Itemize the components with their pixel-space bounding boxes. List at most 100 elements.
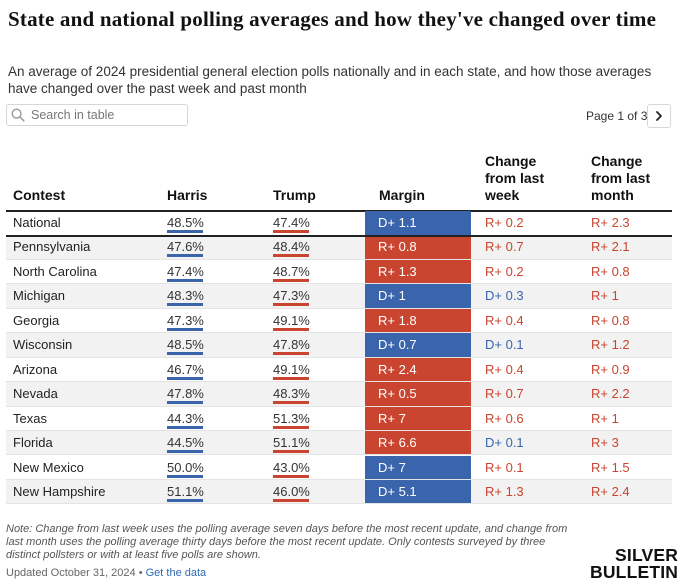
chevron-right-icon [656,111,662,121]
contest-name: Nevada [13,386,58,402]
column-header-month-line3: month [591,187,634,203]
table-row: New Hampshire 51.1% 46.0% D+ 5.1 R+ 1.3 R+ 2.… [6,479,672,505]
table-row: National 48.5% 47.4% D+ 1.1 R+ 0.2 R+ 2.3 [6,211,672,236]
harris-value: 50.0% [167,459,204,475]
week-change-value: R+ 0.6 [485,410,524,426]
contest-name: Georgia [13,312,60,328]
trump-value: 47.8% [273,337,310,353]
margin-value: R+ 1.3 [365,259,471,285]
logo-line2: BULLETIN [590,561,679,582]
month-change-value: R+ 1.5 [591,459,630,475]
logo-line1: SILVER [615,545,679,565]
week-change-value: R+ 1.3 [485,483,524,499]
trump-bar [273,303,309,307]
row-separator [6,307,672,309]
month-change-value: R+ 1.2 [591,337,630,353]
week-change-value: D+ 0.1 [485,435,524,451]
get-data-link[interactable]: Get the data [145,567,207,579]
column-header-trump[interactable]: Trump [273,187,316,203]
harris-bar [167,303,203,307]
row-separator [6,405,672,407]
search-icon [11,108,25,122]
harris-value: 46.7% [167,361,204,377]
column-header-contest[interactable]: Contest [13,187,66,203]
month-change-value: R+ 0.8 [591,263,630,279]
contest-name: Michigan [13,288,66,304]
column-header-harris[interactable]: Harris [167,187,208,203]
methodology-note: Note: Change from last week uses the pol… [6,523,568,561]
column-header-week-line3: week [485,187,520,203]
column-header-margin[interactable]: Margin [379,187,425,203]
week-change-value: R+ 0.1 [485,459,524,475]
table-row: Nevada 47.8% 48.3% R+ 0.5 R+ 0.7 R+ 2.2 [6,382,672,407]
table-row: Georgia 47.3% 49.1% R+ 1.8 R+ 0.4 R+ 0.8 [6,308,672,334]
column-header-month-line2: from last [591,170,651,186]
harris-value: 47.3% [167,312,204,328]
trump-value: 51.3% [273,410,310,426]
harris-value: 44.5% [167,435,204,451]
harris-value: 48.3% [167,288,204,304]
week-change-value: R+ 0.2 [485,263,524,279]
month-change-value: R+ 1 [591,410,619,426]
trump-value: 43.0% [273,459,310,475]
harris-bar [167,327,203,331]
contest-name: Pennsylvania [13,239,91,255]
contest-name: Wisconsin [13,337,73,353]
column-header-month-line1: Change [591,153,643,169]
trump-bar [273,254,309,258]
trump-bar [273,498,309,502]
table-row: Michigan 48.3% 47.3% D+ 1 D+ 0.3 R+ 1 [6,284,672,309]
margin-value: D+ 7 [365,455,471,480]
row-separator [6,429,672,431]
row-separator [6,332,672,334]
month-change-value: R+ 1 [591,288,619,304]
trump-value: 47.4% [273,215,310,230]
trump-bar [273,278,309,282]
next-page-button[interactable] [647,104,671,128]
footer-updated: Updated October 31, 2024 • Get the data [6,567,206,579]
harris-bar [167,474,203,478]
harris-bar [167,498,203,502]
week-change-value: R+ 0.4 [485,312,524,328]
row-separator [6,503,672,505]
trump-value: 49.1% [273,361,310,377]
column-header-week-change[interactable]: Change from last week [485,153,544,204]
harris-bar [167,450,203,454]
column-header-week-line2: from last [485,170,545,186]
harris-bar [167,352,203,356]
harris-value: 47.6% [167,239,204,255]
trump-value: 48.4% [273,239,310,255]
month-change-value: R+ 0.8 [591,312,630,328]
row-separator [6,454,672,456]
column-header-month-change[interactable]: Change from last month [591,153,650,204]
table-row: Wisconsin 48.5% 47.8% D+ 0.7 D+ 0.1 R+ 1.2 [6,333,672,358]
updated-date: Updated October 31, 2024 • [6,567,146,579]
search-input[interactable] [31,108,181,122]
row-separator [6,258,672,260]
table-row: Texas 44.3% 51.3% R+ 7 R+ 0.6 R+ 1 [6,406,672,431]
week-change-value: D+ 0.1 [485,337,524,353]
trump-bar [273,327,309,331]
header-divider [6,210,672,212]
search-box[interactable] [6,104,188,126]
table-row: Arizona 46.7% 49.1% R+ 2.4 R+ 0.4 R+ 0.9 [6,357,672,383]
page-title: State and national polling averages and … [8,7,657,31]
month-change-value: R+ 2.1 [591,239,630,255]
row-separator [6,356,672,358]
harris-bar [167,376,203,380]
harris-bar [167,278,203,282]
margin-value: R+ 0.8 [365,235,471,260]
trump-value: 51.1% [273,435,310,451]
trump-bar [273,352,309,356]
pagination-label: Page 1 of 3 [586,109,648,123]
month-change-value: R+ 3 [591,435,619,451]
margin-value: D+ 0.7 [365,333,471,358]
contest-name: Florida [13,435,53,451]
week-change-value: R+ 0.7 [485,386,524,402]
harris-value: 47.4% [167,263,204,279]
trump-bar [273,376,309,380]
harris-value: 48.5% [167,337,204,353]
trump-value: 46.0% [273,483,310,499]
contest-name: National [13,215,61,230]
silver-bulletin-logo: SILVER BULLETIN [590,547,678,580]
